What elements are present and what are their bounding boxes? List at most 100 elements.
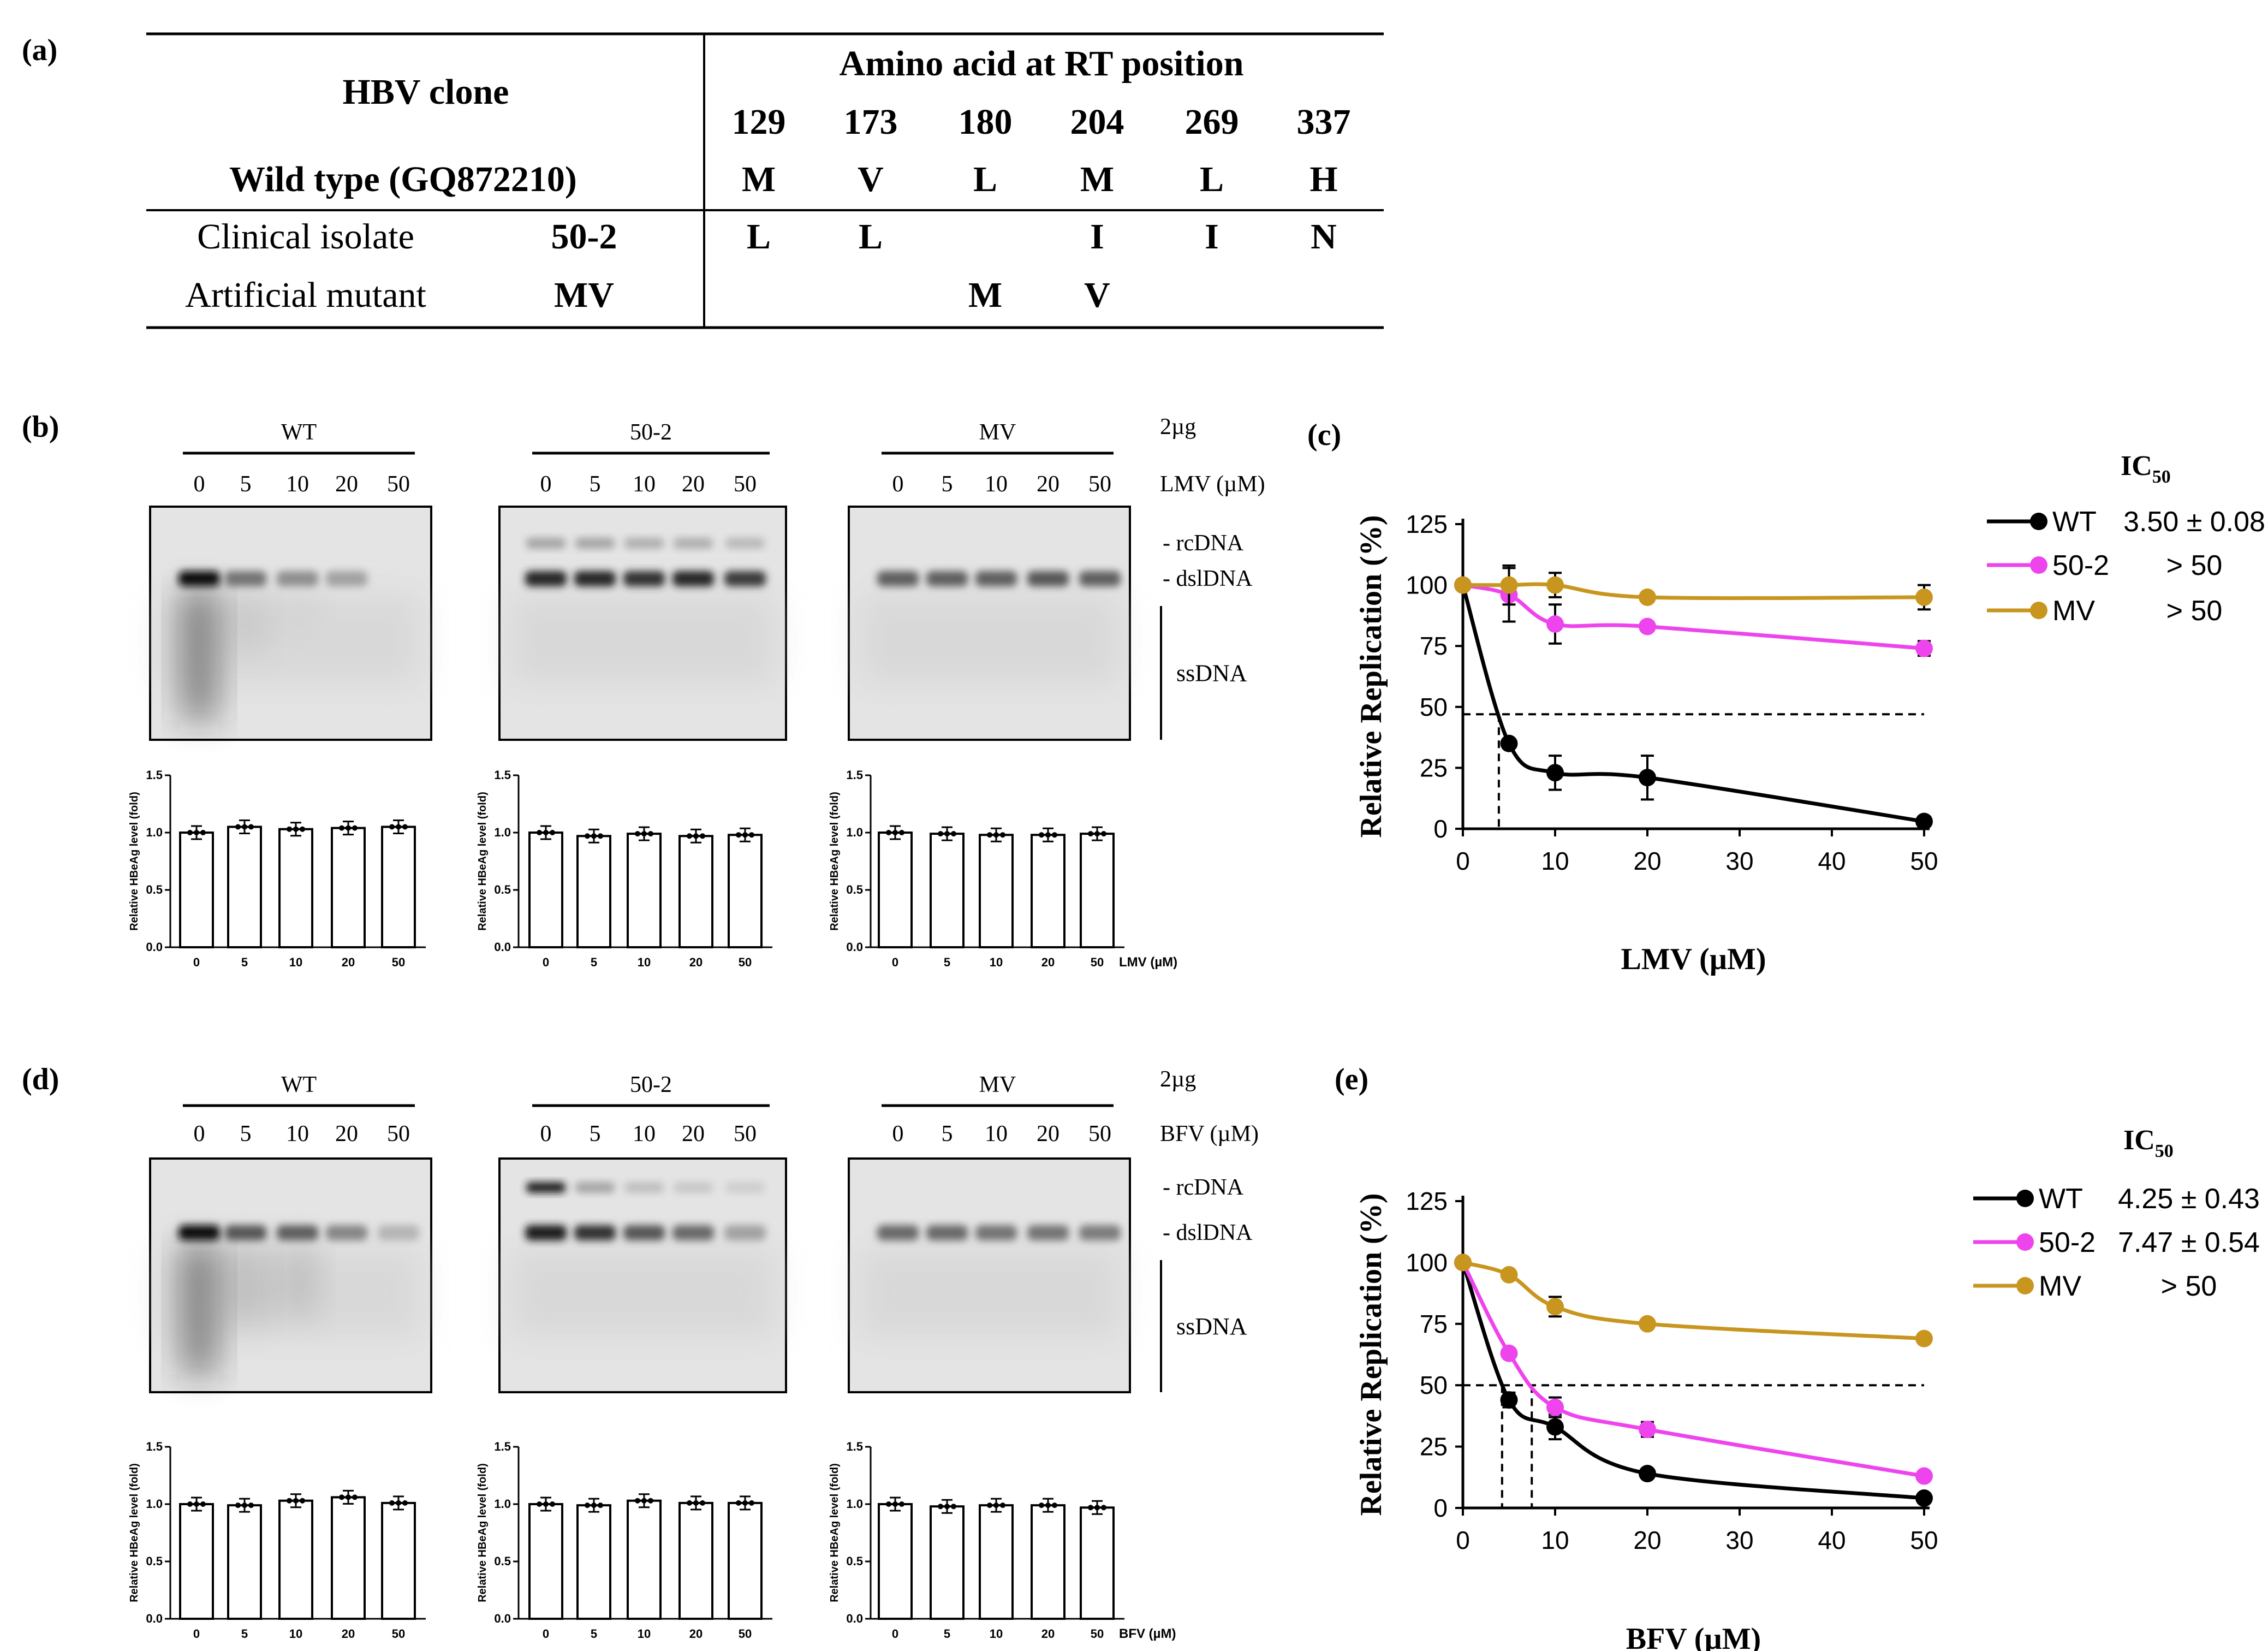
data-point-MV: [1500, 576, 1518, 594]
hbeag-point: [736, 832, 741, 838]
chart-y-tick-label: 25: [1420, 1433, 1448, 1461]
table-row-aa: V: [1084, 275, 1110, 315]
table-wild-type-aa: M: [742, 159, 776, 199]
hbeag-point: [693, 1500, 699, 1506]
hbeag-point: [987, 832, 992, 838]
blot-dose-label: 50: [1088, 1121, 1111, 1147]
table-wild-type-label: Wild type (GQ872210): [229, 159, 577, 199]
hbeag-point: [648, 831, 653, 837]
data-point-WT: [1546, 764, 1564, 782]
chart-x-tick-label: 10: [1541, 847, 1569, 875]
table-position: 180: [959, 102, 1013, 142]
dsldna-band: [225, 571, 266, 586]
table-wild-type-aa: H: [1309, 159, 1337, 199]
hbeag-point: [742, 1500, 748, 1506]
rcdna-band: [575, 1182, 615, 1193]
chart-1: 0 25 50 75 100 125 0 10 20 30 40 50 BFV (µM) Relative…: [1354, 1125, 2260, 1651]
hbeag-bar: [528, 832, 563, 948]
blot-smear: [860, 1249, 1119, 1337]
blot-dose-label: 0: [194, 472, 205, 497]
hbeag-point: [396, 824, 401, 830]
small-bar-y-tick-label: 1.0: [846, 826, 863, 839]
small-bar-x-tick-label: 50: [392, 955, 405, 969]
dsldna-band: [525, 1225, 567, 1240]
blot-group-label: WT: [281, 1072, 317, 1097]
hbeag-point: [635, 831, 640, 837]
data-point-MV: [1454, 1254, 1472, 1272]
hbeag-point: [700, 1500, 705, 1506]
dsldna-band: [574, 571, 616, 586]
legend-marker: [2016, 1190, 2034, 1207]
small-bar-ylabel: Relative HBeAg level (fold): [477, 792, 489, 931]
panel-a-table: HBV clone Amino acid at RT position 129 173…: [146, 32, 1384, 329]
small-bar-y-tick-label: 0.5: [146, 883, 163, 896]
hbeag-point: [749, 1500, 754, 1506]
small-bar-x-tick-label: 5: [944, 1627, 950, 1641]
hbeag-bar: [576, 1504, 611, 1620]
hbeag-point: [641, 831, 647, 837]
small-bar-y-tick-label: 0.0: [846, 1612, 863, 1625]
hbeag-point: [389, 1500, 395, 1506]
hbeag-bar-charts: 0.0 0.5 1.0 1.5 Relative HBeAg level (fold) 0…: [128, 768, 1177, 1641]
panel-label-a: (a): [22, 33, 57, 67]
blot-dose-label: 20: [1037, 1121, 1059, 1147]
blot-amount-label: 2µg: [1160, 1067, 1196, 1092]
blot-panels: 2µg LMV (µM) - rcDNA - dslDNA ssDNA WT 0 5 10 20 5…: [149, 414, 1265, 1393]
table-position: 269: [1185, 102, 1239, 142]
small-bar-x-tick-label: 10: [638, 955, 651, 969]
hbeag-bar: [227, 1504, 262, 1620]
blot-smear: [860, 595, 1119, 684]
legend-label: MV: [2039, 1270, 2081, 1302]
hbeag-point: [1101, 1505, 1106, 1511]
dsldna-band: [326, 571, 367, 586]
data-point-MV: [1454, 576, 1472, 594]
hbeag-point: [248, 1502, 254, 1509]
data-point-50-2: [1546, 1398, 1564, 1416]
chart-ylabel: Relative Replication (%): [1354, 515, 1388, 838]
blot-dose-label: 5: [590, 472, 601, 497]
dsldna-band: [926, 1225, 968, 1240]
hbeag-point: [200, 830, 206, 835]
blot-dose-label: 10: [633, 472, 656, 497]
hbeag-point: [293, 826, 299, 832]
small-bar-y-tick-label: 1.0: [494, 1497, 511, 1511]
hbeag-point: [749, 832, 754, 838]
hbeag-point: [352, 825, 358, 831]
table-position: 129: [732, 102, 786, 142]
dsldna-band: [277, 571, 318, 586]
blot-dose-label: 5: [942, 1121, 953, 1147]
chart-x-tick-label: 40: [1818, 847, 1846, 875]
data-point-50-2: [1546, 615, 1564, 633]
hbeag-point: [951, 1504, 956, 1510]
dsldna-band: [975, 571, 1017, 586]
small-bar-y-tick-label: 1.0: [146, 1497, 163, 1511]
ic50-header-sub: 50: [2155, 1141, 2174, 1161]
small-bar-y-tick-label: 1.5: [846, 768, 863, 782]
data-point-MV: [1546, 1298, 1564, 1316]
legend-label: 50-2: [2039, 1227, 2096, 1258]
hbeag-point: [585, 1502, 590, 1509]
small-bar-x-tick-label: 50: [1091, 955, 1104, 969]
table-position: 337: [1297, 102, 1351, 142]
blot-group-label: WT: [281, 420, 317, 445]
small-bar-x-tick-label: 20: [1041, 1627, 1055, 1641]
small-bar-y-tick-label: 1.0: [494, 826, 511, 839]
table-row-aa: M: [968, 275, 1002, 315]
blot-dose-label: 0: [540, 1121, 552, 1147]
hbeag-point: [591, 833, 597, 839]
ic50-value: 7.47 ± 0.54: [2118, 1227, 2260, 1258]
rcdna-band: [725, 1182, 765, 1193]
ssdna-smear: [180, 1244, 218, 1375]
small-bar-y-tick-label: 1.5: [146, 768, 163, 782]
blot-group-label: 50-2: [630, 1072, 672, 1097]
small-bar-x-tick-label: 0: [892, 955, 898, 969]
ic50-header-sub: 50: [2152, 467, 2171, 487]
rcdna-band: [624, 538, 664, 549]
panel-label-e: (e): [1335, 1062, 1368, 1096]
table-row-aa: L: [859, 217, 883, 257]
data-point-50-2: [1915, 1467, 1933, 1485]
hbeag-point: [1052, 1502, 1057, 1509]
dsldna-band: [178, 1225, 220, 1240]
dsldna-band: [326, 1225, 367, 1240]
